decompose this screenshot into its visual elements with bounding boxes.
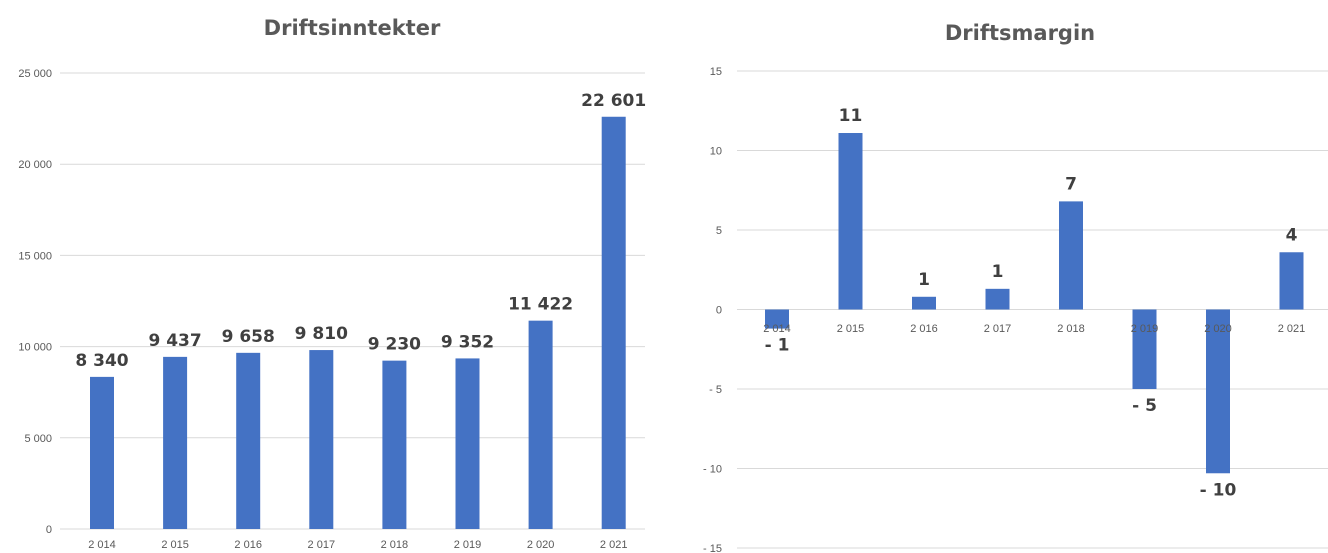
y-tick-label: 5 000 [24,433,52,445]
bar [382,360,407,529]
data-label: 8 340 [75,351,128,371]
x-tick-label: 2 015 [837,323,865,335]
x-tick-label: 2 019 [454,539,482,551]
x-tick-label: 2 017 [984,323,1012,335]
x-tick-label: 2 014 [763,323,791,335]
y-tick-label: - 5 [709,384,722,396]
bar [1279,252,1304,310]
data-label: 7 [1065,174,1077,194]
bar [163,356,188,529]
data-label: 9 230 [368,335,421,355]
bar [1132,309,1157,389]
y-tick-label: 15 000 [18,250,52,262]
y-tick-label: 15 [710,66,722,78]
y-tick-label: 0 [716,305,722,317]
x-tick-label: 2 020 [1204,323,1232,335]
x-tick-label: 2 016 [910,323,938,335]
y-tick-label: 10 [710,146,722,158]
x-tick-label: 2 020 [527,539,555,551]
bar [1206,309,1230,474]
data-label: 4 [1286,225,1298,245]
bar [985,288,1010,310]
y-tick-label: - 10 [703,464,722,476]
chart-title: Driftsmargin [945,21,1095,45]
bar [528,320,553,529]
data-label: - 10 [1200,480,1237,500]
bar [309,350,334,529]
driftsmargin-chart: Driftsmargin - 15 - 10 - 5 0 5 10 15 2 014- 1 2… [703,21,1328,553]
data-label: 9 658 [222,327,275,347]
x-tick-label: 2 018 [381,539,409,551]
bar [236,352,261,529]
bar [912,296,936,310]
data-label: 9 437 [148,331,201,351]
data-label: 1 [918,270,930,290]
bar [601,116,626,530]
y-tick-label: 0 [46,524,52,536]
y-tick-label: 5 [716,225,722,237]
data-label: - 1 [765,336,790,356]
x-tick-label: 2 015 [161,539,189,551]
x-tick-label: 2 016 [234,539,262,551]
y-tick-label: 25 000 [18,68,52,80]
data-label: - 5 [1132,396,1157,416]
data-label: 1 [992,262,1004,282]
y-tick-label: 20 000 [18,159,52,171]
bar [838,133,863,310]
x-tick-label: 2 017 [308,539,336,551]
data-label: 9 810 [295,324,348,344]
bar [455,358,480,529]
chart-title: Driftsinntekter [264,16,441,40]
x-tick-label: 2 021 [1278,323,1306,335]
x-tick-label: 2 014 [88,539,116,551]
x-tick-label: 2 019 [1131,323,1159,335]
x-tick-label: 2 021 [600,539,628,551]
bar [765,309,789,329]
data-label: 22 601 [581,91,646,111]
y-tick-label: - 15 [703,543,722,553]
data-label: 9 352 [441,332,494,352]
x-tick-label: 2 018 [1057,323,1085,335]
bar [90,376,114,529]
driftsinntekter-chart: Driftsinntekter 0 5 000 10 000 15 000 20 000… [18,16,646,551]
bar [1059,201,1083,310]
data-label: 11 [839,106,863,126]
y-tick-label: 10 000 [18,342,52,354]
data-label: 11 422 [508,295,573,315]
